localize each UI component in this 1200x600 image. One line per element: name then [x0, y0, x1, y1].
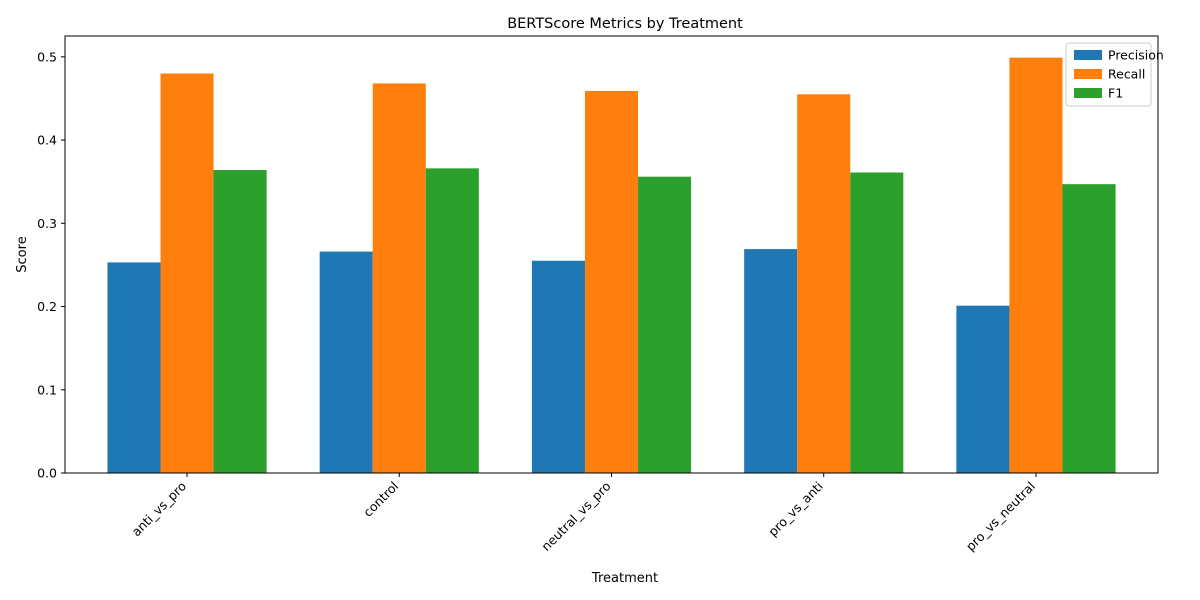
x-tick-label: pro_vs_anti	[765, 479, 826, 540]
y-tick-label: 0.5	[37, 49, 57, 64]
x-axis: anti_vs_pro control neutral_vs_pro pro_vs_a…	[128, 473, 1038, 554]
x-tick-label: anti_vs_pro	[128, 479, 189, 540]
legend-label-recall: Recall	[1108, 67, 1145, 82]
x-tick-label: neutral_vs_pro	[538, 479, 613, 554]
bars-layer	[107, 57, 1116, 474]
plot-frame	[64, 35, 1159, 474]
bar-f1-control	[425, 168, 479, 473]
bar-recall-anti_vs_pro	[160, 73, 214, 474]
y-tick-label: 0.0	[37, 466, 57, 481]
bar-precision-pro_vs_anti	[744, 249, 798, 473]
x-tick-label: control	[360, 479, 401, 520]
bar-f1-pro_vs_neutral	[1062, 184, 1116, 473]
bar-f1-anti_vs_pro	[213, 170, 267, 473]
bar-precision-anti_vs_pro	[107, 262, 161, 473]
x-tick-label: pro_vs_neutral	[963, 479, 1038, 554]
legend-swatch-f1	[1074, 88, 1102, 98]
legend-label-f1: F1	[1108, 86, 1123, 101]
y-axis-label: Score	[15, 236, 30, 272]
legend-swatch-precision	[1074, 50, 1102, 60]
y-tick-label: 0.3	[37, 216, 57, 231]
bar-f1-pro_vs_anti	[850, 172, 904, 473]
bar-f1-neutral_vs_pro	[638, 176, 692, 474]
bar-recall-pro_vs_neutral	[1009, 57, 1063, 473]
chart-title: BERTScore Metrics by Treatment	[507, 16, 743, 32]
y-axis: 0.0 0.1 0.2 0.3 0.4 0.5	[37, 49, 65, 481]
y-tick-label: 0.1	[37, 382, 57, 397]
bar-precision-pro_vs_neutral	[956, 305, 1010, 473]
legend: Precision Recall F1	[1065, 42, 1164, 107]
y-tick-label: 0.4	[37, 133, 57, 148]
legend-label-precision: Precision	[1108, 48, 1164, 63]
bar-precision-neutral_vs_pro	[531, 260, 585, 473]
x-axis-label: Treatment	[591, 571, 658, 586]
legend-swatch-recall	[1074, 69, 1102, 79]
y-tick-label: 0.2	[37, 299, 57, 314]
bar-precision-control	[319, 251, 373, 473]
bar-recall-control	[372, 83, 426, 473]
bar-recall-neutral_vs_pro	[584, 90, 639, 473]
bar-recall-pro_vs_anti	[797, 94, 851, 474]
